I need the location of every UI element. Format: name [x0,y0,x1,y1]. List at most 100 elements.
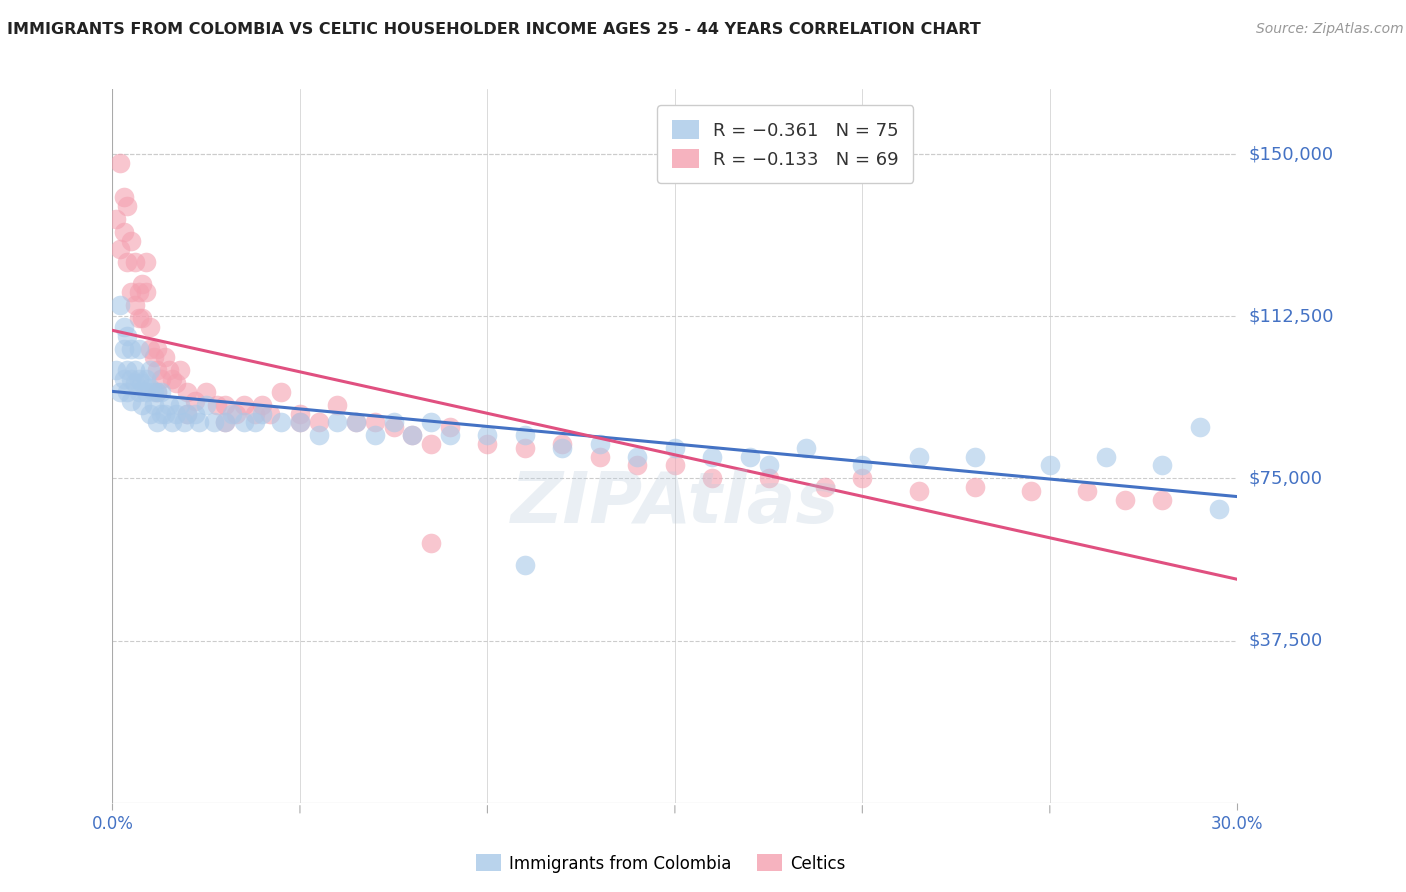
Point [146,384,169,399]
Point [794,441,817,455]
Point [131,376,153,391]
Point [150,384,173,399]
Point [308,428,330,442]
Point [270,384,292,399]
Point [176,407,198,421]
Point [344,415,367,429]
Legend: Immigrants from Colombia, Celtics: Immigrants from Colombia, Celtics [470,847,852,880]
Point [702,471,724,485]
Point [142,351,165,365]
Point [146,363,169,377]
Text: $75,000: $75,000 [1249,469,1323,487]
Point [108,384,131,399]
Point [221,407,243,421]
Point [1095,450,1118,464]
Point [195,398,218,412]
Point [232,398,254,412]
Point [139,320,162,334]
Point [176,407,198,421]
Point [169,398,191,412]
Point [135,285,157,300]
Point [195,384,218,399]
Point [401,428,423,442]
Point [139,407,162,421]
Point [120,393,142,408]
Point [1152,493,1174,508]
Point [288,407,311,421]
Point [344,415,367,429]
Point [142,384,165,399]
Point [112,372,135,386]
Point [117,255,139,269]
Point [108,242,131,256]
Point [117,328,139,343]
Legend: R = −0.361   N = 75, R = −0.133   N = 69: R = −0.361 N = 75, R = −0.133 N = 69 [657,105,914,183]
Point [439,428,461,442]
Point [214,398,236,412]
Point [1208,501,1230,516]
Point [513,441,536,455]
Point [477,428,499,442]
Point [105,363,128,377]
Text: $150,000: $150,000 [1249,145,1333,163]
Point [420,536,443,550]
Point [259,407,281,421]
Point [146,384,169,399]
Point [146,342,169,356]
Point [150,372,173,386]
Point [157,363,180,377]
Point [128,285,150,300]
Point [758,458,780,473]
Point [439,419,461,434]
Point [225,407,247,421]
Point [1114,493,1136,508]
Text: Source: ZipAtlas.com: Source: ZipAtlas.com [1256,22,1403,37]
Point [139,381,162,395]
Point [153,351,176,365]
Point [139,363,162,377]
Point [243,415,266,429]
Point [420,437,443,451]
Point [112,320,135,334]
Point [288,415,311,429]
Point [626,458,648,473]
Point [1152,458,1174,473]
Point [124,376,146,391]
Point [202,415,225,429]
Point [758,471,780,485]
Point [124,363,146,377]
Point [288,415,311,429]
Point [131,398,153,412]
Point [963,480,986,494]
Point [270,415,292,429]
Point [157,398,180,412]
Point [120,342,142,356]
Point [131,311,153,326]
Point [214,415,236,429]
Point [187,415,209,429]
Point [851,458,873,473]
Point [120,285,142,300]
Point [135,372,157,386]
Point [153,407,176,421]
Point [308,415,330,429]
Point [162,372,184,386]
Point [1019,484,1042,499]
Text: $37,500: $37,500 [1249,632,1323,649]
Point [128,311,150,326]
Point [1188,419,1211,434]
Point [382,419,405,434]
Point [162,415,184,429]
Point [814,480,837,494]
Point [105,211,128,226]
Point [124,255,146,269]
Point [112,225,135,239]
Point [702,450,724,464]
Point [112,342,135,356]
Point [364,415,387,429]
Point [139,342,162,356]
Point [117,384,139,399]
Point [382,415,405,429]
Point [401,428,423,442]
Point [120,234,142,248]
